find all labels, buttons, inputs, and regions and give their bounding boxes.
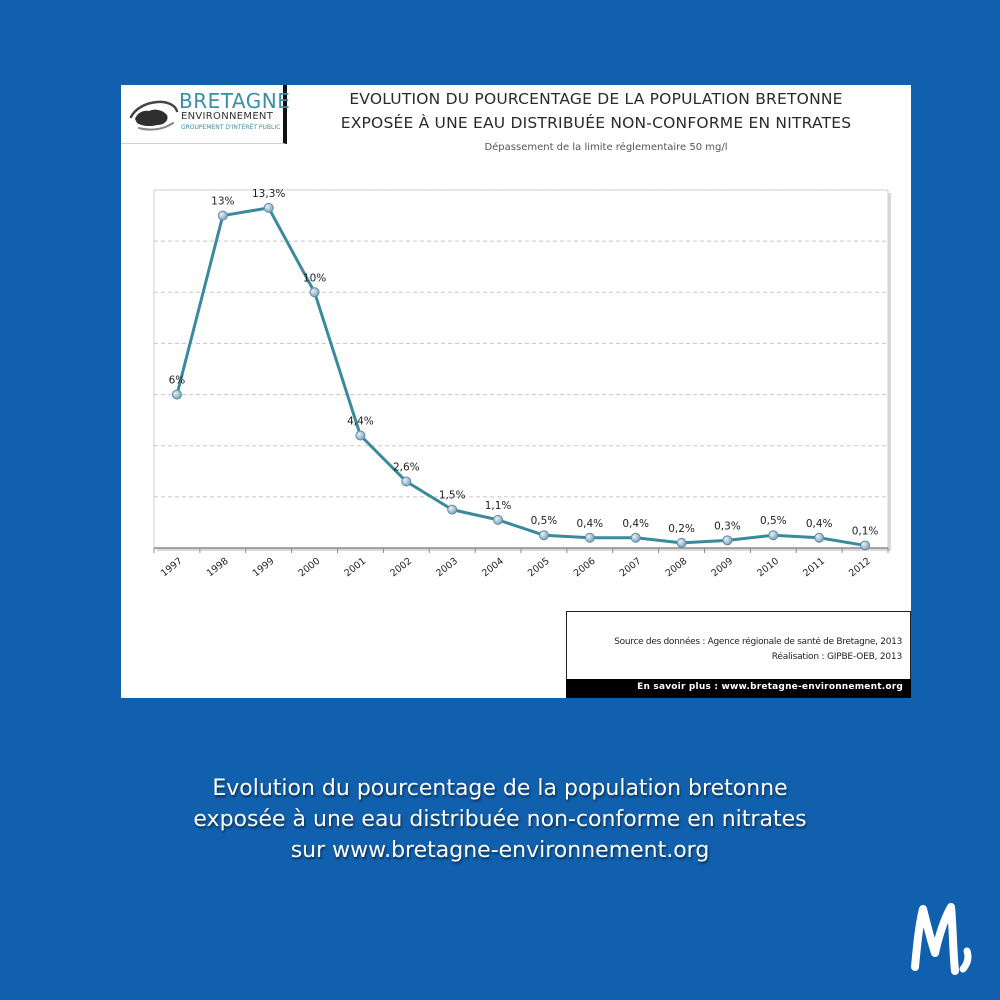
chart-title-line2: EXPOSÉE À UNE EAU DISTRIBUÉE NON-CONFORM… <box>340 114 852 132</box>
x-tick-label: 2007 <box>618 556 644 580</box>
x-tick-label: 1997 <box>159 556 185 580</box>
data-label: 1,5% <box>439 490 466 502</box>
logo-name: BRETAGNE <box>179 89 291 113</box>
x-tick-label: 2005 <box>526 556 552 580</box>
x-tick-label: 2011 <box>801 556 827 580</box>
caption-line2: exposée à une eau distribuée non-conform… <box>193 807 807 832</box>
chart-title: EVOLUTION DU POURCENTAGE DE LA POPULATIO… <box>311 87 881 135</box>
brittany-map-icon <box>129 100 179 131</box>
logo-tagline: GROUPEMENT D'INTÉRÊT PUBLIC <box>181 124 281 131</box>
caption-line3[interactable]: sur www.bretagne-environnement.org <box>290 838 710 863</box>
x-tick-label: 2006 <box>572 556 598 580</box>
data-point <box>447 504 458 515</box>
x-tick-label: 2003 <box>434 556 460 580</box>
data-label: 0,3% <box>714 520 741 532</box>
data-label: 10% <box>303 272 326 284</box>
data-point <box>630 532 641 543</box>
chart-title-line1: EVOLUTION DU POURCENTAGE DE LA POPULATIO… <box>349 90 843 108</box>
source-data-text: Source des données : Agence régionale de… <box>614 637 902 647</box>
data-point <box>768 530 779 541</box>
data-label: 0,2% <box>668 523 695 535</box>
data-label: 1,1% <box>485 500 512 512</box>
data-label: 0,4% <box>576 518 603 530</box>
data-label: 4,4% <box>347 415 374 427</box>
x-tick-label: 2004 <box>480 556 506 580</box>
plot-area <box>153 189 889 549</box>
data-point <box>814 532 825 543</box>
data-point <box>860 540 871 551</box>
data-point <box>171 389 182 400</box>
data-label: 0,4% <box>622 518 649 530</box>
x-tick-label: 2010 <box>755 556 781 580</box>
data-label: 0,5% <box>531 515 558 527</box>
line-chart: 6% 13% 13,3% 10% 4,4% 2,6% 1,5% 1,1% 0,5% 0,4% 0,4… <box>153 188 891 580</box>
x-tick-label: 1999 <box>251 556 277 580</box>
chart-subtitle: Dépassement de la limite réglementaire 5… <box>484 142 728 153</box>
more-info-link[interactable]: En savoir plus : www.bretagne-environnem… <box>637 682 903 692</box>
x-tick-label: 2001 <box>342 556 368 580</box>
x-tick-label: 2008 <box>664 556 690 580</box>
logo-subtitle: ENVIRONNEMENT <box>181 111 274 122</box>
x-tick-label: 2002 <box>388 556 414 580</box>
data-label: 0,1% <box>852 525 879 537</box>
data-label: 0,4% <box>806 518 833 530</box>
x-tick-label: 2009 <box>709 556 735 580</box>
data-point <box>401 476 412 487</box>
caption: Evolution du pourcentage de la populatio… <box>50 773 950 866</box>
caption-line1: Evolution du pourcentage de la populatio… <box>212 776 788 801</box>
x-tick-label: 2000 <box>297 556 323 580</box>
source-box: Source des données : Agence régionale de… <box>566 611 911 681</box>
data-point <box>309 287 320 298</box>
data-point <box>355 430 366 441</box>
data-label: 13,3% <box>252 188 285 200</box>
data-label: 13% <box>211 196 234 208</box>
data-label: 2,6% <box>393 462 420 474</box>
series-line <box>175 206 867 547</box>
data-point <box>584 532 595 543</box>
data-point <box>263 202 274 213</box>
more-info-bar[interactable]: En savoir plus : www.bretagne-environnem… <box>566 679 911 698</box>
data-point <box>676 537 687 548</box>
source-credit-text: Réalisation : GIPBE-OEB, 2013 <box>771 652 902 662</box>
data-point <box>538 530 549 541</box>
x-tick-label: 2012 <box>847 556 873 580</box>
x-tick-label: 1998 <box>205 556 231 580</box>
data-point <box>722 535 733 546</box>
data-label: 6% <box>169 375 186 387</box>
data-label: 0,5% <box>760 515 787 527</box>
bretagne-environnement-logo[interactable]: BRETAGNE ENVIRONNEMENT GROUPEMENT D'INTÉ… <box>121 85 291 144</box>
chart-card: BRETAGNE ENVIRONNEMENT GROUPEMENT D'INTÉ… <box>121 85 911 698</box>
data-point <box>217 210 228 221</box>
m-signature-logo <box>911 903 972 975</box>
data-point <box>493 514 504 525</box>
